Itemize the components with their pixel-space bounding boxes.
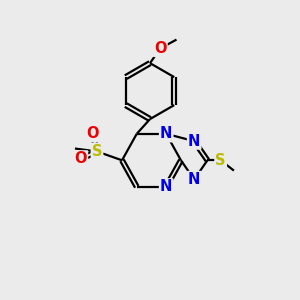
Text: O: O (86, 126, 99, 141)
Text: N: N (160, 179, 172, 194)
Text: N: N (160, 126, 172, 141)
Text: N: N (188, 172, 200, 187)
Text: S: S (92, 144, 102, 159)
Text: S: S (215, 153, 226, 168)
Text: N: N (188, 134, 200, 149)
Text: O: O (75, 151, 87, 166)
Text: O: O (154, 41, 167, 56)
